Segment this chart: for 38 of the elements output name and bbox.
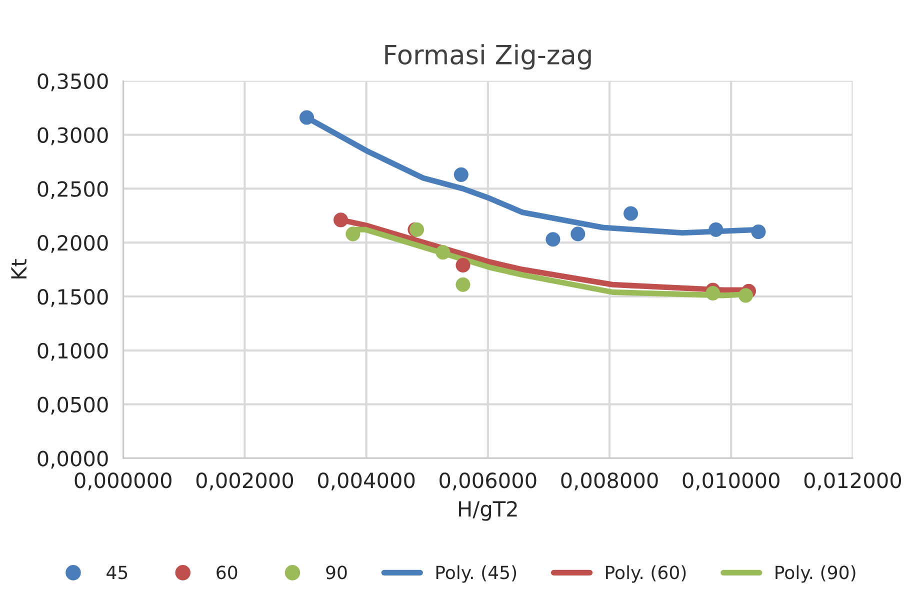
- legend-label: 90: [326, 566, 347, 580]
- y-tick-label: 0,1000: [38, 342, 108, 361]
- point: [456, 258, 470, 273]
- x-tick-label: 0,004000: [318, 472, 415, 490]
- point: [299, 110, 314, 125]
- y-tick-label: 0,0500: [38, 396, 108, 415]
- point: [738, 288, 753, 303]
- y-tick-label: 0,2500: [38, 181, 108, 200]
- point: [751, 224, 766, 240]
- x-tick-label: 0,008000: [561, 472, 658, 490]
- point: [546, 232, 560, 247]
- point: [570, 226, 586, 242]
- legend-label: Poly. (60): [606, 565, 686, 583]
- point: [456, 277, 470, 292]
- y-tick-label: 0,3500: [38, 73, 108, 92]
- point: [454, 167, 468, 182]
- x-tick-label: 0,000000: [74, 472, 172, 490]
- legend-label: 60: [216, 566, 238, 580]
- legend-label: 45: [106, 566, 128, 580]
- legend-label: Poly. (45): [436, 565, 516, 583]
- point: [708, 222, 724, 237]
- y-tick-label: 0,2000: [38, 235, 108, 253]
- y-tick-label: 0,1500: [38, 288, 108, 307]
- y-axis-title: Kt: [11, 259, 26, 278]
- point: [706, 286, 720, 301]
- y-tick-label: 0,0000: [38, 450, 108, 469]
- y-tick-label: 0,3000: [38, 127, 108, 146]
- x-tick-label: 0,002000: [196, 472, 294, 490]
- x-tick-label: 0,010000: [682, 472, 780, 490]
- x-tick-label: 0,012000: [804, 472, 902, 490]
- x-tick-label: 0,006000: [440, 472, 536, 490]
- x-axis-title: H/gT2: [459, 500, 517, 521]
- legend-label: Poly. (90): [776, 565, 856, 583]
- point: [334, 212, 348, 228]
- point: [624, 206, 638, 221]
- point: [346, 226, 360, 242]
- point: [436, 245, 450, 260]
- chart-title: Formasi Zig-zag: [385, 44, 591, 70]
